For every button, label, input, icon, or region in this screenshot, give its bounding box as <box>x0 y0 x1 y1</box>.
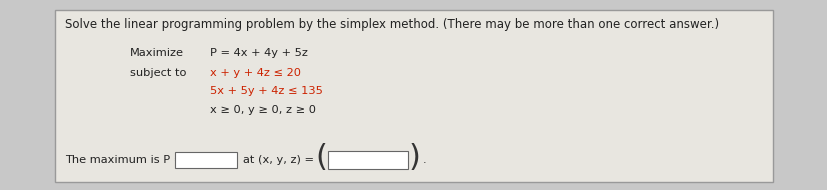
FancyBboxPatch shape <box>327 151 408 169</box>
Text: P = 4x + 4y + 5z: P = 4x + 4y + 5z <box>210 48 308 58</box>
Text: Solve the linear programming problem by the simplex method. (There may be more t: Solve the linear programming problem by … <box>65 18 719 31</box>
Text: The maximum is P =: The maximum is P = <box>65 155 183 165</box>
Text: Maximize: Maximize <box>130 48 184 58</box>
Text: subject to: subject to <box>130 68 186 78</box>
FancyBboxPatch shape <box>55 10 772 182</box>
Text: ): ) <box>409 143 420 173</box>
Text: x ≥ 0, y ≥ 0, z ≥ 0: x ≥ 0, y ≥ 0, z ≥ 0 <box>210 105 316 115</box>
Text: x + y + 4z ≤ 20: x + y + 4z ≤ 20 <box>210 68 301 78</box>
Text: at (x, y, z) =: at (x, y, z) = <box>242 155 313 165</box>
Text: .: . <box>423 155 426 165</box>
FancyBboxPatch shape <box>174 152 237 168</box>
Text: 5x + 5y + 4z ≤ 135: 5x + 5y + 4z ≤ 135 <box>210 86 323 96</box>
Text: (: ( <box>314 143 327 173</box>
